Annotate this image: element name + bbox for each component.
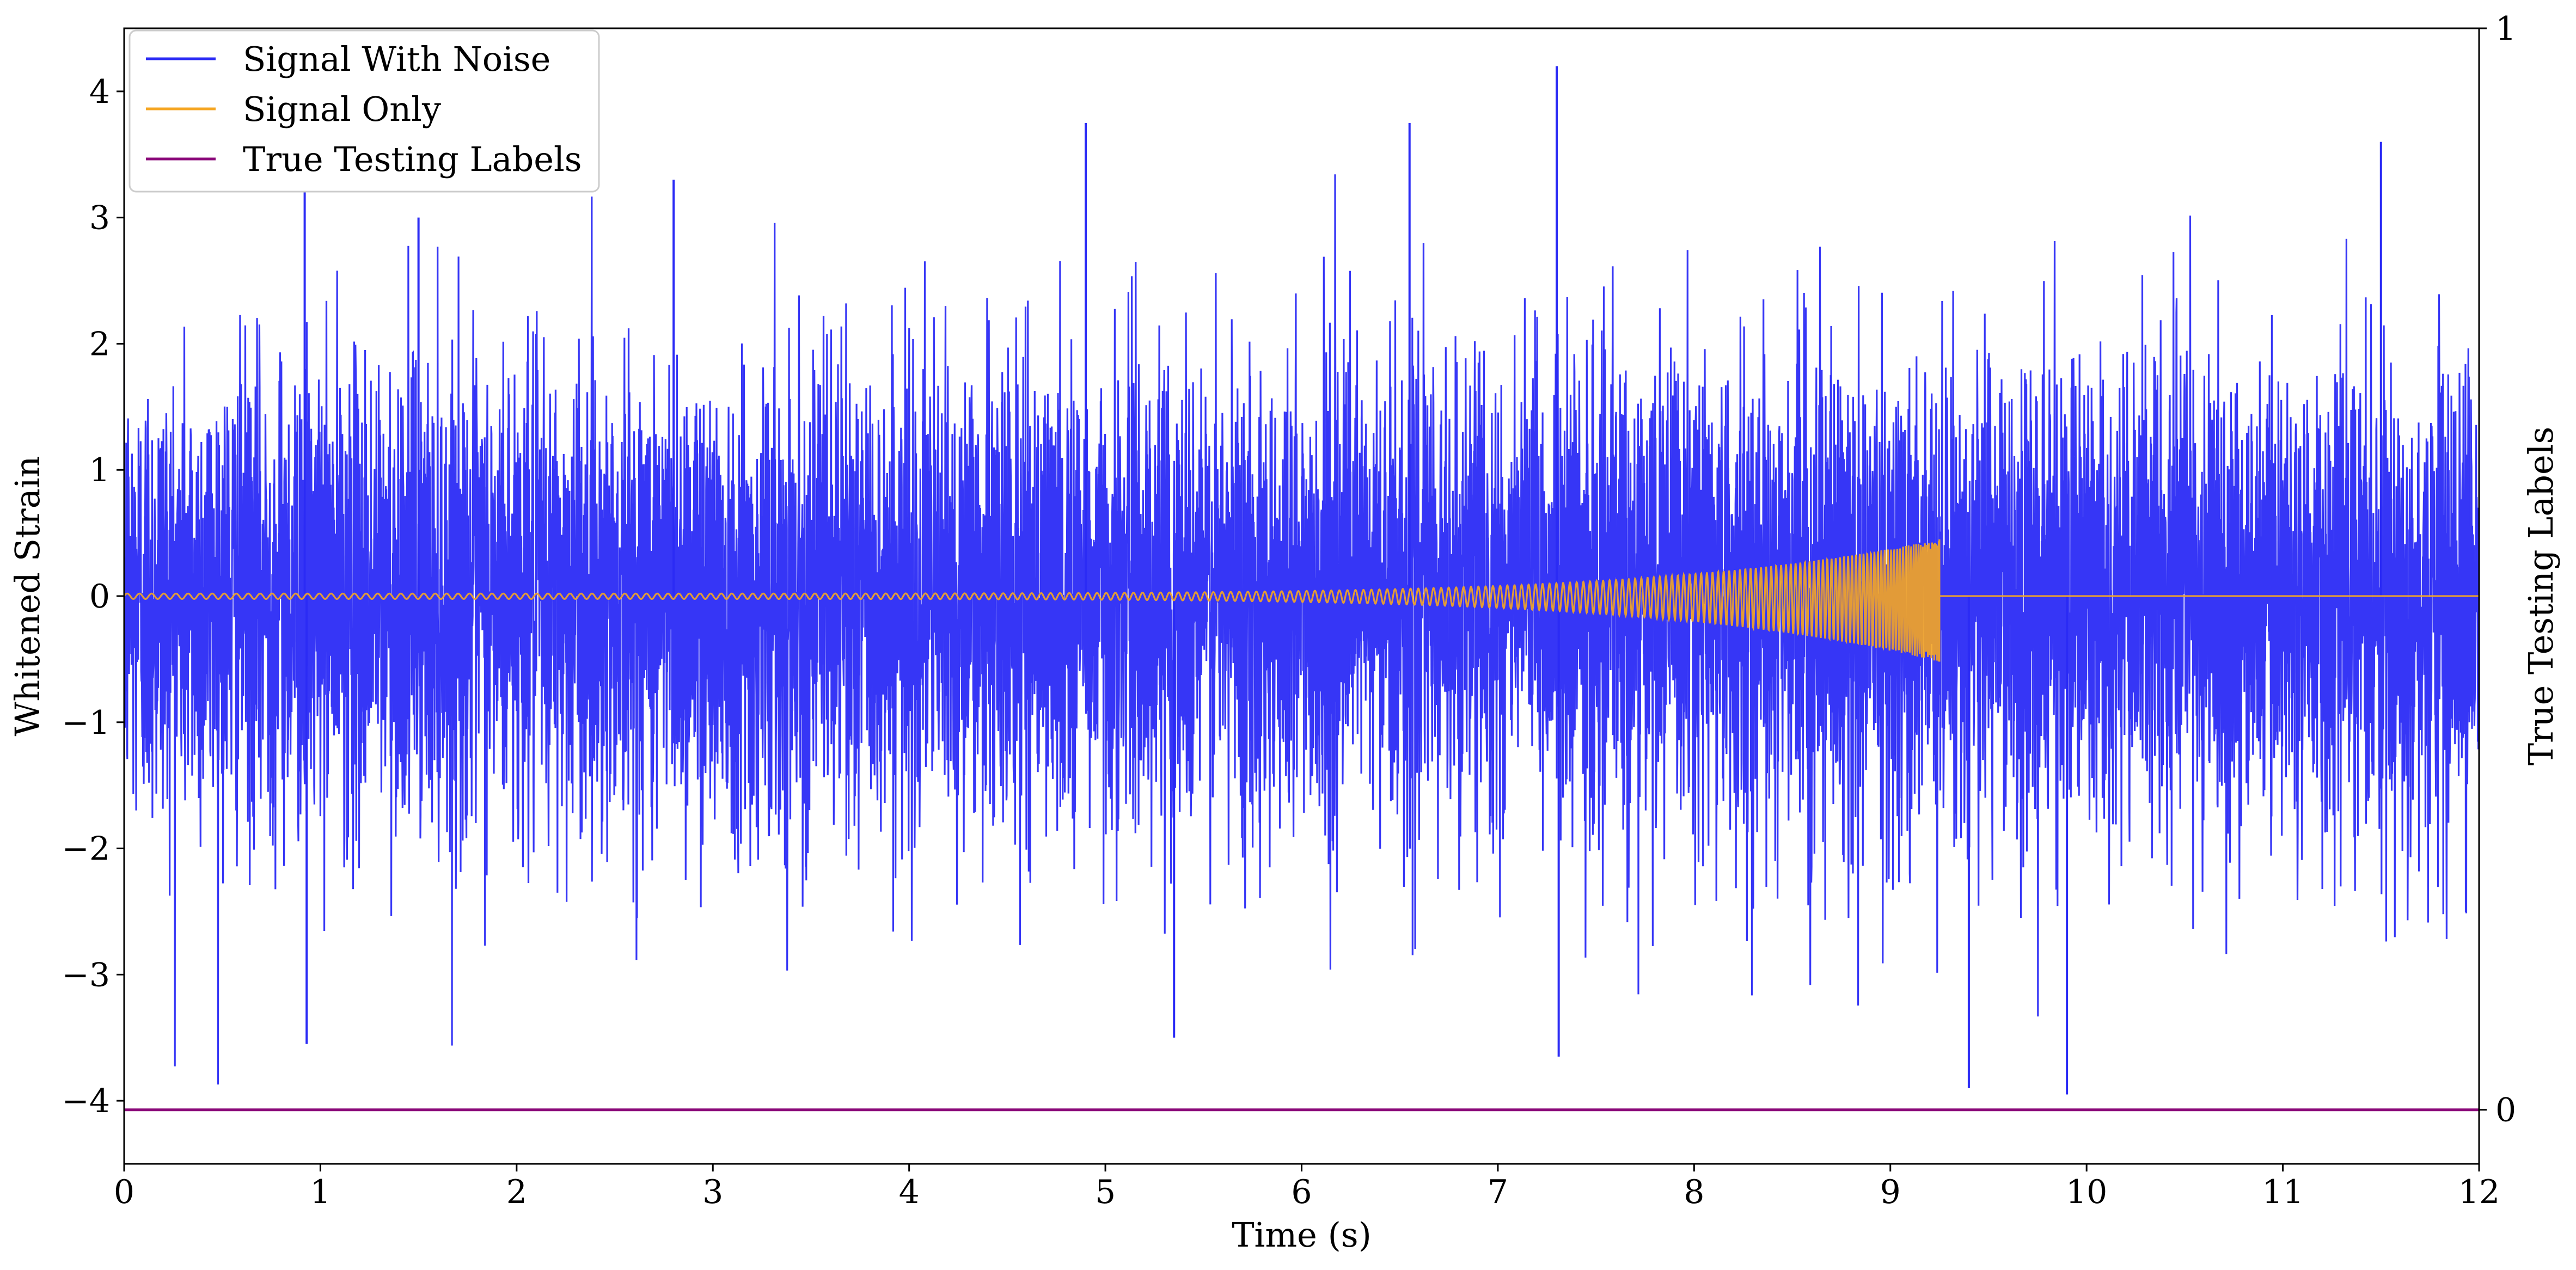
x-tick-label: 0 (114, 1173, 134, 1211)
y-tick-label: 4 (89, 73, 110, 111)
x-tick-label: 11 (2262, 1173, 2303, 1211)
x-tick-label: 9 (1880, 1173, 1901, 1211)
plot-area (124, 66, 2479, 1112)
signal-with-noise-line (124, 174, 2479, 1085)
x-axis: 0 1 2 3 4 5 6 7 8 9 10 11 12 (114, 1164, 2500, 1211)
x-tick-label: 1 (310, 1173, 331, 1211)
x-tick-label: 12 (2458, 1173, 2500, 1211)
x-axis-label: Time (s) (1232, 1215, 1372, 1255)
legend-label: True Testing Labels (243, 139, 582, 179)
y-tick-label: −3 (62, 956, 110, 994)
signal-only-line (124, 539, 2479, 662)
signal-only-series (124, 539, 2479, 662)
x-tick-label: 8 (1684, 1173, 1704, 1211)
legend: Signal With Noise Signal Only True Testing… (129, 29, 600, 193)
y-axis-label: Whitened Strain (8, 456, 47, 737)
x-tick-label: 4 (899, 1173, 920, 1211)
x-tick-label: 6 (1291, 1173, 1312, 1211)
y2-tick-label: 1 (2495, 10, 2516, 48)
y2-axis-label: True Testing Labels (2521, 427, 2561, 766)
x-tick-label: 7 (1488, 1173, 1508, 1211)
legend-label: Signal With Noise (243, 39, 550, 79)
x-tick-label: 2 (506, 1173, 527, 1211)
y-tick-label: 2 (89, 325, 110, 363)
y-tick-label: −2 (62, 830, 110, 868)
signal-with-noise-series (124, 66, 2479, 1095)
x-tick-label: 10 (2066, 1173, 2107, 1211)
x-tick-label: 3 (702, 1173, 723, 1211)
y2-tick-label: 0 (2495, 1091, 2516, 1130)
y-tick-label: −1 (62, 704, 110, 742)
y-axis-right: 01 (2479, 10, 2516, 1130)
legend-label: Signal Only (243, 89, 441, 129)
y-tick-label: 0 (89, 578, 110, 616)
legend-box (129, 29, 600, 193)
y-axis-left: −4 −3 −2 −1 0 1 2 3 4 (62, 73, 124, 1120)
y-tick-label: 1 (89, 451, 110, 489)
y-tick-label: 3 (89, 199, 110, 237)
y-tick-label: −4 (62, 1082, 110, 1120)
x-tick-label: 5 (1095, 1173, 1116, 1211)
